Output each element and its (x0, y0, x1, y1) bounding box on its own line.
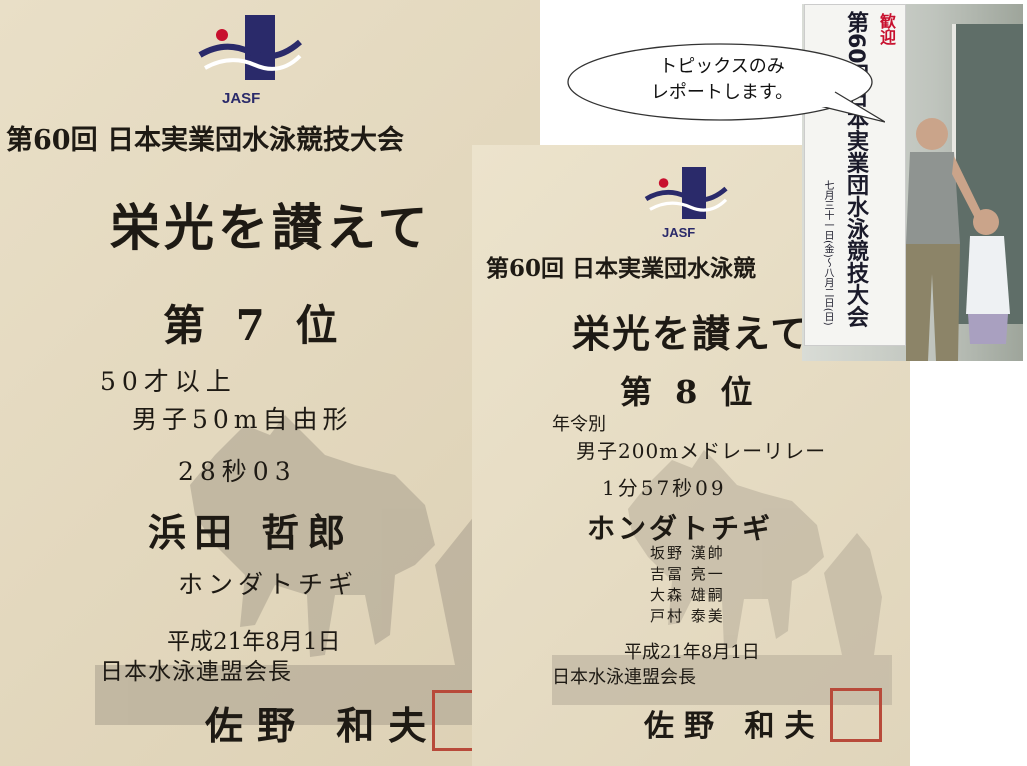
logo-text: JASF (222, 90, 261, 107)
issuer-title: 日本水泳連盟会長 (552, 667, 696, 688)
award-date: 平成21年8月1日 (167, 629, 341, 655)
award-date: 平成21年8月1日 (624, 642, 760, 663)
event-title: 第60回 日本実業団水泳競 (486, 255, 757, 282)
certificate-7th-place: JASF 第60回 日本実業団水泳競技大会 栄光を讃えて 第 7 位 50才以上… (0, 0, 540, 766)
banner-dates-text: 七月三十一日(金)〜八月二日(日) (822, 180, 833, 326)
rank: 第 8 位 (620, 373, 759, 411)
age-category: 50才以上 (100, 367, 237, 396)
age-category: 年令別 (552, 414, 606, 435)
certificate-heading: 栄光を讃えて (110, 198, 432, 257)
race-time: 28秒03 (178, 457, 297, 486)
callout-text: トピックスのみ レポートします。 (567, 55, 877, 115)
jasf-logo-icon (198, 15, 302, 80)
horse-statue-silhouette (552, 450, 892, 705)
team-member-4: 戸村 泰美 (650, 607, 725, 625)
race-name: 男子200mメドレーリレー (576, 439, 827, 463)
signer-name: 佐野 和夫 (644, 709, 825, 744)
red-seal-stamp (830, 688, 882, 742)
jasf-logo-icon (644, 167, 728, 219)
race-name: 男子50m自由形 (132, 405, 353, 434)
team-member-1: 坂野 漢帥 (650, 544, 725, 562)
signer-name: 佐野 和夫 (205, 703, 441, 748)
callout-line-2: レポートします。 (650, 82, 794, 103)
team-name: ホンダトチギ (587, 512, 774, 545)
race-time: 1分57秒09 (602, 476, 727, 500)
team-name: ホンダトチギ (178, 570, 359, 599)
team-member-3: 大森 雄嗣 (650, 586, 725, 604)
swimmer-name: 浜田 哲郎 (148, 510, 354, 555)
banner-welcome-text: 歓迎 (877, 13, 896, 45)
rank: 第 7 位 (163, 301, 346, 350)
logo-text: JASF (662, 225, 696, 240)
speech-bubble (567, 43, 885, 123)
event-title: 第60回 日本実業団水泳競技大会 (6, 125, 404, 156)
issuer-title: 日本水泳連盟会長 (100, 659, 292, 685)
event-venue-photo: 歓迎 第60回日本実業団水泳競技大会 七月三十一日(金)〜八月二日(日) (802, 4, 1023, 361)
team-member-2: 吉冨 亮一 (650, 565, 725, 583)
callout-line-1: トピックスのみ (659, 56, 785, 77)
certificate-heading: 栄光を讃えて (572, 311, 811, 356)
people-figures (906, 118, 1010, 361)
